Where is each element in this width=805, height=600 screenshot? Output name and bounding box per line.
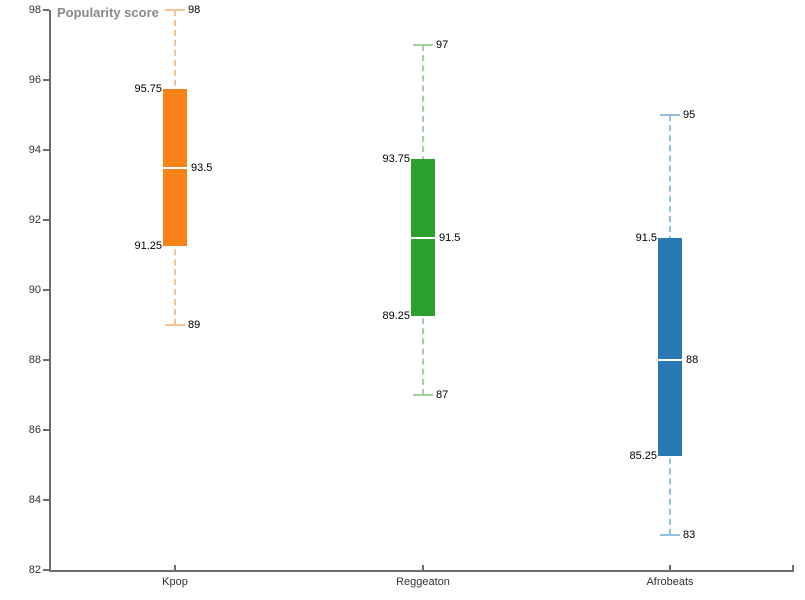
label-high-reggeaton: 97 — [436, 39, 449, 51]
x-axis-tick — [669, 565, 671, 571]
whisker-cap-low-reggeaton — [413, 394, 433, 396]
y-axis-tick — [43, 219, 49, 221]
y-axis-tick-label: 92 — [28, 214, 41, 226]
box-afrobeats[interactable] — [658, 237, 682, 457]
y-axis-tick-label: 96 — [28, 74, 41, 86]
y-axis-tick — [43, 9, 49, 11]
median-line-reggeaton — [411, 236, 435, 239]
label-q1-reggeaton: 89.25 — [382, 310, 410, 323]
y-axis-tick-label: 88 — [28, 354, 41, 366]
y-axis-tick-label: 84 — [28, 494, 41, 506]
label-median-afrobeats: 88 — [686, 354, 699, 366]
x-axis-line — [49, 570, 794, 572]
x-axis-tick — [174, 565, 176, 571]
x-axis-category-label: Kpop — [162, 576, 188, 588]
y-axis-tick — [43, 79, 49, 81]
y-axis-tick — [43, 429, 49, 431]
label-q1-kpop: 91.25 — [134, 240, 162, 253]
x-axis-end-tick — [792, 565, 794, 571]
label-q3-reggeaton: 93.75 — [382, 152, 410, 165]
label-q3-kpop: 95.75 — [134, 82, 162, 95]
y-axis-tick — [43, 569, 49, 571]
y-axis-tick-label: 90 — [28, 284, 41, 296]
y-axis-tick — [43, 289, 49, 291]
whisker-cap-low-afrobeats — [660, 534, 680, 536]
label-median-kpop: 93.5 — [191, 161, 213, 174]
y-axis-title: Popularity score — [57, 5, 159, 20]
median-line-afrobeats — [658, 359, 682, 361]
label-low-kpop: 89 — [188, 319, 201, 331]
label-q1-afrobeats: 85.25 — [629, 450, 657, 463]
x-axis-category-label: Afrobeats — [646, 576, 694, 588]
label-high-afrobeats: 95 — [683, 109, 696, 121]
y-axis-tick-label: 86 — [28, 424, 41, 436]
label-median-reggeaton: 91.5 — [439, 231, 461, 244]
y-axis-tick — [43, 149, 49, 151]
whisker-cap-high-reggeaton — [413, 44, 433, 46]
y-axis-tick — [43, 359, 49, 361]
whisker-cap-low-kpop — [165, 324, 185, 326]
y-axis-tick-label: 94 — [28, 144, 41, 156]
y-axis-line — [49, 10, 51, 572]
y-axis-tick-label: 82 — [28, 564, 41, 576]
label-low-afrobeats: 83 — [683, 529, 696, 541]
y-axis-tick — [43, 499, 49, 501]
median-line-kpop — [163, 166, 187, 169]
label-q3-afrobeats: 91.5 — [635, 231, 657, 244]
whisker-cap-high-afrobeats — [660, 114, 680, 116]
whisker-cap-high-kpop — [165, 9, 185, 11]
x-axis-category-label: Reggeaton — [396, 576, 450, 588]
x-axis-tick — [422, 565, 424, 571]
y-axis-tick-label: 98 — [28, 4, 41, 16]
label-low-reggeaton: 87 — [436, 389, 449, 401]
label-high-kpop: 98 — [188, 4, 201, 16]
